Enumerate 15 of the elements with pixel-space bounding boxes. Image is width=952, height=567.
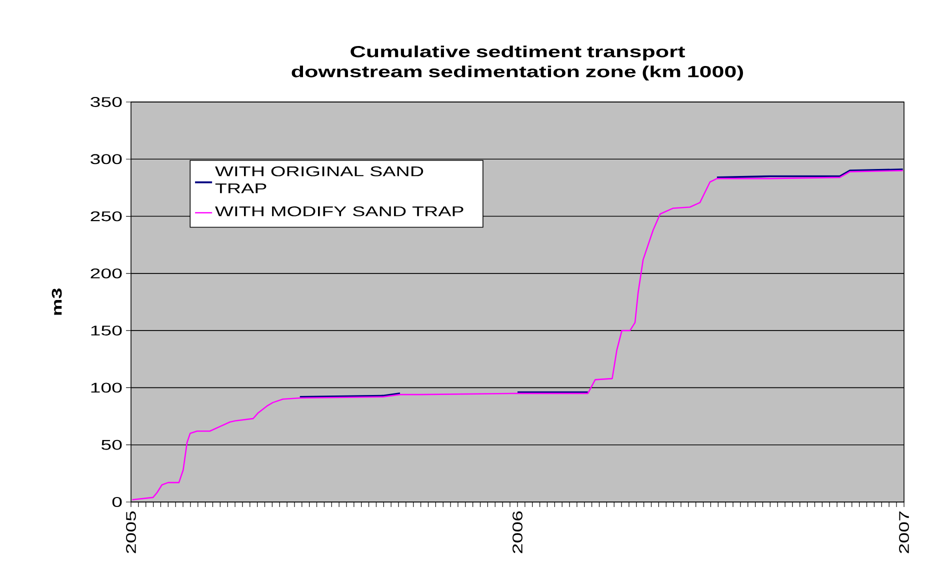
y-tick-label: 50: [101, 440, 122, 450]
x-tick-label: 2007: [899, 512, 909, 554]
legend-label: WITH MODIFY SAND TRAP: [215, 206, 464, 216]
x-tick-label: 2005: [126, 511, 136, 554]
y-tick-label: 250: [90, 211, 122, 222]
y-tick-label: 200: [90, 268, 122, 278]
y-tick-label: 350: [90, 97, 122, 107]
chart-title: Cumulative sedtiment transport downstream sedimentation zone (km 1000): [292, 46, 743, 81]
x-tick-label: 2006: [512, 511, 522, 554]
y-tick-label: 150: [91, 326, 122, 336]
y-tick-label: 300: [90, 154, 122, 164]
legend-label: WITH ORIGINAL SAND TRAP: [215, 166, 424, 194]
y-tick-label: 100: [91, 382, 122, 393]
y-axis-title: m3: [52, 288, 62, 315]
y-tick-label: 0: [112, 497, 122, 507]
